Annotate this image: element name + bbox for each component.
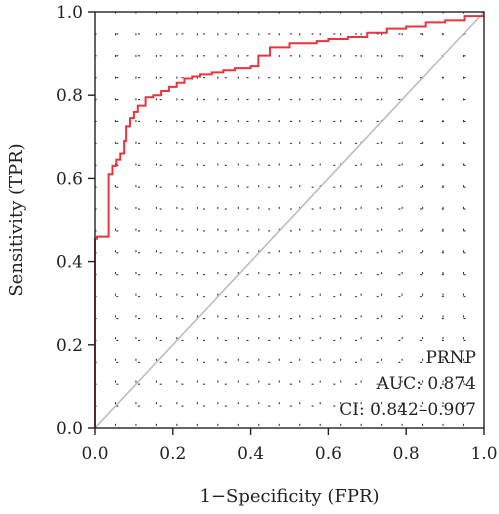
x-tick-label: 0.8 [393, 444, 420, 464]
y-axis-ticks: 0.0 0.2 0.4 0.6 0.8 1.0 [56, 3, 95, 439]
y-tick-label: 0.0 [56, 419, 83, 439]
annotation-ci: CI: 0.842–0.907 [339, 400, 476, 420]
roc-curve [94, 15, 484, 428]
x-tick-label: 0.0 [81, 444, 108, 464]
y-tick-label: 0.8 [56, 86, 83, 106]
y-axis-label: Sensitivity (TPR) [6, 143, 27, 296]
x-axis-label: 1−Specificity (FPR) [199, 486, 379, 507]
y-tick-label: 0.6 [56, 169, 83, 189]
y-tick-label: 0.2 [56, 336, 83, 356]
plot-frame [94, 11, 485, 429]
x-tick-label: 1.0 [470, 444, 497, 464]
annotation-marker-name: PRNP [425, 348, 476, 368]
annotation-auc: AUC: 0.874 [376, 374, 476, 394]
x-axis-ticks: 0.0 0.2 0.4 0.6 0.8 1.0 [81, 428, 498, 464]
reference-diagonal [94, 11, 485, 429]
grid [94, 11, 485, 429]
y-tick-label: 0.4 [56, 253, 83, 273]
x-tick-label: 0.6 [315, 444, 342, 464]
x-tick-label: 0.2 [159, 444, 186, 464]
y-tick-label: 1.0 [56, 3, 83, 23]
x-tick-label: 0.4 [237, 444, 264, 464]
